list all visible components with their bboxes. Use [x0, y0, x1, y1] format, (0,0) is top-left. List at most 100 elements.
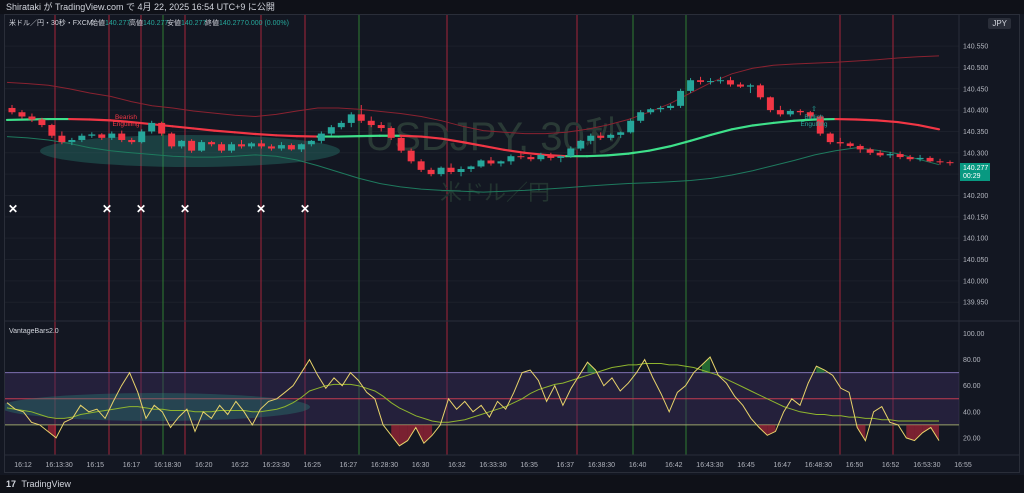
candle[interactable]	[367, 116, 375, 128]
currency-button[interactable]: JPY	[988, 18, 1011, 29]
candle[interactable]	[38, 117, 46, 128]
candle[interactable]	[637, 110, 645, 123]
candle[interactable]	[98, 133, 106, 140]
candle[interactable]	[228, 142, 236, 153]
candle[interactable]	[437, 166, 445, 177]
candle[interactable]	[547, 152, 555, 161]
candle[interactable]	[667, 103, 675, 111]
candle[interactable]	[866, 147, 874, 155]
candle[interactable]	[876, 150, 884, 158]
candle[interactable]	[327, 125, 335, 136]
candle[interactable]	[78, 133, 86, 143]
candle[interactable]	[317, 131, 325, 144]
candle[interactable]	[886, 151, 894, 158]
candle[interactable]	[617, 131, 625, 138]
candle[interactable]	[307, 139, 315, 147]
candle[interactable]	[786, 109, 794, 117]
candle[interactable]	[138, 129, 146, 144]
candle[interactable]	[657, 105, 665, 113]
candle[interactable]	[267, 144, 275, 151]
candle[interactable]	[128, 137, 136, 145]
candle[interactable]	[198, 139, 206, 152]
candle[interactable]	[647, 107, 655, 115]
candle[interactable]	[277, 142, 285, 151]
chart-frame[interactable]: USDJPY, 30秒 米ドル／円 ✕ ✕ ✕ ✕ ✕ ✕ Bearish Engulfi…	[0, 14, 1020, 473]
candle[interactable]	[627, 118, 635, 134]
candle[interactable]	[397, 135, 405, 153]
candle[interactable]	[297, 143, 305, 152]
candle[interactable]	[108, 131, 116, 140]
candle[interactable]	[946, 160, 954, 166]
candle[interactable]	[567, 146, 575, 158]
candle[interactable]	[118, 130, 126, 143]
candle[interactable]	[936, 158, 944, 165]
candle[interactable]	[427, 167, 435, 177]
candle[interactable]	[507, 154, 515, 165]
candle[interactable]	[188, 139, 196, 153]
candle[interactable]	[677, 88, 685, 108]
candle[interactable]	[697, 76, 705, 85]
candle[interactable]	[158, 121, 166, 136]
chart-canvas[interactable]: USDJPY, 30秒 米ドル／円 ✕ ✕ ✕ ✕ ✕ ✕ Bearish Engulfi…	[0, 15, 1019, 472]
time-axis[interactable]: 16:12 16:13:30 16:15 16:17 16:18:30 16:20 16:2…	[14, 462, 972, 469]
candle[interactable]	[357, 104, 365, 123]
candle[interactable]	[776, 105, 784, 117]
candle[interactable]	[178, 139, 186, 149]
candle[interactable]	[577, 139, 585, 151]
candle[interactable]	[687, 78, 695, 94]
candle[interactable]	[457, 166, 465, 177]
candles[interactable]	[8, 76, 954, 177]
candle[interactable]	[756, 83, 764, 100]
candle[interactable]	[347, 112, 355, 128]
candle[interactable]	[597, 132, 605, 140]
candle[interactable]	[557, 155, 565, 163]
candle[interactable]	[447, 163, 455, 175]
candle[interactable]	[726, 76, 734, 87]
indicator-title[interactable]: VantageBars2.0	[9, 328, 59, 335]
candle[interactable]	[796, 109, 804, 116]
candle[interactable]	[537, 152, 545, 162]
candle[interactable]	[906, 154, 914, 162]
candle[interactable]	[607, 133, 615, 140]
candle[interactable]	[746, 83, 754, 94]
candle[interactable]	[766, 96, 774, 113]
candle[interactable]	[467, 165, 475, 172]
candle[interactable]	[48, 123, 56, 138]
candle[interactable]	[816, 115, 824, 136]
candle[interactable]	[168, 132, 176, 149]
candle[interactable]	[148, 120, 156, 134]
candle[interactable]	[287, 143, 295, 151]
candle[interactable]	[238, 139, 245, 149]
candle[interactable]	[926, 156, 934, 163]
candle[interactable]	[896, 151, 904, 160]
candle[interactable]	[487, 157, 495, 166]
candle[interactable]	[477, 159, 485, 168]
candle[interactable]	[387, 126, 395, 140]
candle[interactable]	[846, 141, 854, 148]
candle[interactable]	[826, 132, 834, 145]
candle[interactable]	[8, 104, 16, 115]
candle[interactable]	[337, 120, 345, 130]
candle[interactable]	[88, 132, 96, 138]
candle[interactable]	[806, 110, 814, 119]
candle[interactable]	[517, 152, 525, 160]
candle[interactable]	[58, 131, 66, 145]
candle[interactable]	[856, 144, 864, 153]
candle[interactable]	[247, 142, 255, 149]
candle[interactable]	[916, 154, 924, 162]
candle[interactable]	[587, 133, 595, 145]
candle[interactable]	[68, 137, 76, 146]
candle[interactable]	[28, 113, 36, 123]
candle[interactable]	[218, 142, 226, 153]
candle[interactable]	[836, 137, 844, 147]
oscillator-axis[interactable]: 100.00 80.00 60.00 40.00 20.00	[963, 331, 985, 442]
candle[interactable]	[208, 140, 216, 147]
candle[interactable]	[527, 154, 535, 162]
candle[interactable]	[18, 110, 26, 119]
candle[interactable]	[497, 160, 505, 167]
candle[interactable]	[736, 82, 744, 88]
candle[interactable]	[417, 159, 425, 172]
candle[interactable]	[707, 78, 715, 85]
series-legend[interactable]: 米ドル／円・30秒・FXCM 始値 140.277 高値 140.277 安値 …	[9, 18, 289, 27]
candle[interactable]	[407, 148, 415, 164]
